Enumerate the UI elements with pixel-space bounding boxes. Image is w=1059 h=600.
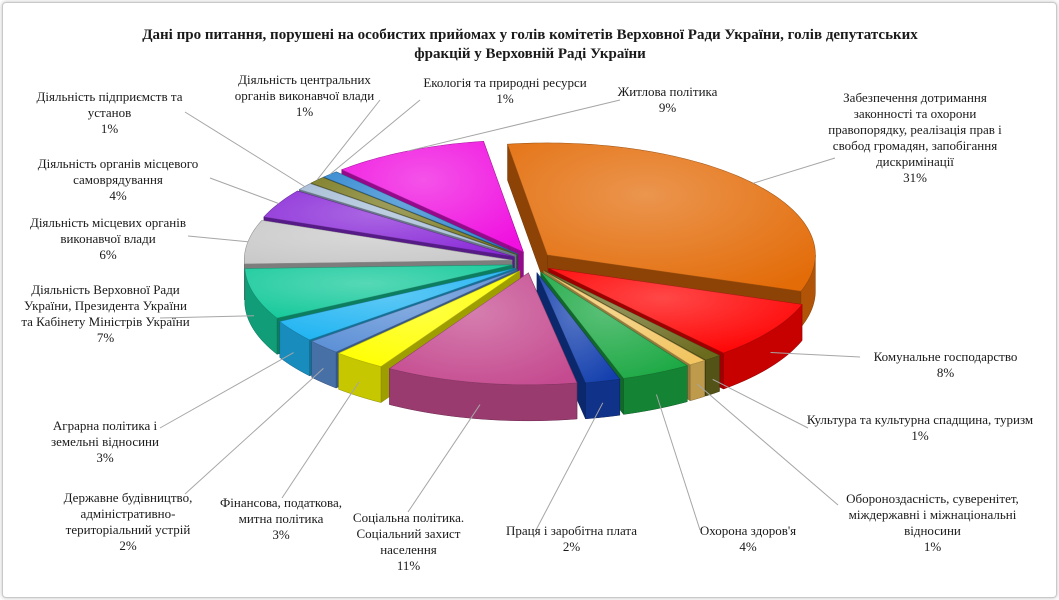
leader-line-tsentralni_organy [316,99,381,181]
slice-ekolohiia-gloss [323,171,518,255]
label-zdorovia-value: 4% [739,539,757,554]
label-samovriaduvannia-value: 4% [109,188,127,203]
slice-finansova-gloss [338,270,520,367]
slice-derzhbud-gloss [311,269,518,353]
label-zdorovia: Охорона здоров'я 4% [682,523,814,555]
leader-line-finansova [281,381,360,499]
label-sotsialna-value: 11% [396,558,421,573]
leader-line-vru [159,315,255,319]
label-oborona: Обороноздасність, суверенітет, міждержав… [830,491,1035,555]
leader-line-pratsia [535,402,604,531]
label-pidpryiemstva-value: 1% [100,121,119,136]
slice-vru-gloss [244,264,513,319]
leader-line-mistsevi_organy [187,235,248,243]
slice-kultura-side [705,355,720,397]
label-kultura-text: Культура та культурна спадщина, туризм [806,412,1034,427]
label-ekolohiia-text: Екологія та природні ресурси [423,75,587,90]
slice-pratsia [536,272,621,420]
label-derzhbud-value: 2% [119,538,137,553]
leader-line-derzhbud [184,368,324,495]
leader-line-zdorovia [655,394,701,531]
leader-line-pidpryiemstva [184,111,305,187]
label-tsentralni-organy: Діяльність центральних органів виконавчо… [222,72,387,120]
label-pidpryiemstva: Діяльність підприємств та установ 1% [22,89,197,137]
leader-line-zhytlova [407,99,621,152]
slice-sotsialna-gloss [389,272,577,385]
label-derzhbud: Державне будівництво, адміністративно-те… [38,490,218,554]
leader-line-agrarna [159,352,294,429]
label-finansova: Фінансова, податкова, митна політика 3% [216,495,346,543]
label-sotsialna-text: Соціальна політика. Соціальний захист на… [352,510,465,557]
label-finansova-text: Фінансова, податкова, митна політика [219,495,343,526]
label-agrarna-value: 3% [96,450,114,465]
label-ekolohiia: Екологія та природні ресурси 1% [410,75,600,107]
slice-agrarna-gloss [279,268,516,340]
label-derzhbud-text: Державне будівництво, адміністративно-те… [63,490,193,537]
label-zakonnist: Забезпечення дотримання законності та ох… [820,90,1010,186]
label-vru-text: Діяльність Верховної Ради України, Прези… [21,282,190,329]
label-zhytlova-value: 9% [658,100,677,115]
label-vru-value: 7% [96,330,115,345]
label-mistsevi-organy: Діяльність місцевих органів виконавчої в… [28,215,188,263]
slice-tsentralni_organy-gloss [311,177,518,255]
slice-zdorovia-gloss [540,271,688,379]
slice-kultura-gloss [544,270,720,361]
label-zhytlova: Житлова політика 9% [605,84,730,116]
label-ekolohiia-value: 1% [496,91,514,106]
slice-pratsia-side [585,378,621,420]
slice-komunalne-gloss [548,268,803,353]
label-samovriaduvannia-text: Діяльність органів місцевого самоврядува… [37,156,199,187]
label-sotsialna: Соціальна політика. Соціальний захист на… [336,510,481,574]
chart-title: Дані про питання, порушені на особистих … [142,27,918,62]
leader-line-ekolohiia [329,99,421,175]
label-finansova-value: 3% [272,527,290,542]
label-komunalne: Комунальне господарство 8% [858,349,1033,381]
label-agrarna-text: Аграрна політика і земельні відносини [51,418,159,449]
slice-pratsia-gloss [536,272,620,383]
slice-sotsialna [388,272,578,422]
label-pratsia: Праця і заробітна плата 2% [484,523,659,555]
leader-line-sotsialna [407,404,481,513]
leader-line-zakonnist [753,157,836,184]
slice-mistsevi_organy-gloss [244,220,513,264]
label-mistsevi-organy-text: Діяльність місцевих органів виконавчої в… [29,215,187,246]
label-tsentralni-organy-text: Діяльність центральних органів виконавчо… [234,72,375,103]
label-komunalne-value: 8% [936,365,955,380]
leader-line-oborona [697,383,839,506]
label-oborona-text: Обороноздасність, суверенітет, міждержав… [846,491,1019,538]
leader-line-kultura [712,378,809,429]
label-oborona-value: 1% [923,539,942,554]
slice-pidpryiemstva-gloss [299,183,517,256]
label-kultura: Культура та культурна спадщина, туризм 1… [805,412,1035,444]
leader-line-komunalne [770,352,861,358]
label-pratsia-value: 2% [562,539,581,554]
slice-zakonnist-gloss [507,142,816,292]
label-komunalne-text: Комунальне господарство [873,349,1018,364]
slice-oborona-gloss [543,271,705,365]
label-agrarna: Аграрна політика і земельні відносини 3% [40,418,170,466]
slice-zhytlova-gloss [341,141,524,253]
slice-oborona-side [689,360,705,402]
label-zakonnist-text: Забезпечення дотримання законності та ох… [828,90,1002,169]
label-zdorovia-text: Охорона здоров'я [699,523,797,538]
label-kultura-value: 1% [911,428,929,443]
label-tsentralni-organy-value: 1% [295,104,314,119]
label-mistsevi-organy-value: 6% [99,247,117,262]
label-zakonnist-value: 31% [903,170,927,185]
label-zhytlova-text: Житлова політика [617,84,718,99]
label-pidpryiemstva-text: Діяльність підприємств та установ [36,89,183,120]
label-vru: Діяльність Верховної Ради України, Прези… [18,282,193,346]
leader-line-samovriaduvannia [209,177,279,204]
label-samovriaduvannia: Діяльність органів місцевого самоврядува… [18,156,218,204]
label-pratsia-text: Праця і заробітна плата [506,523,637,538]
slice-samovriaduvannia-gloss [263,190,515,257]
